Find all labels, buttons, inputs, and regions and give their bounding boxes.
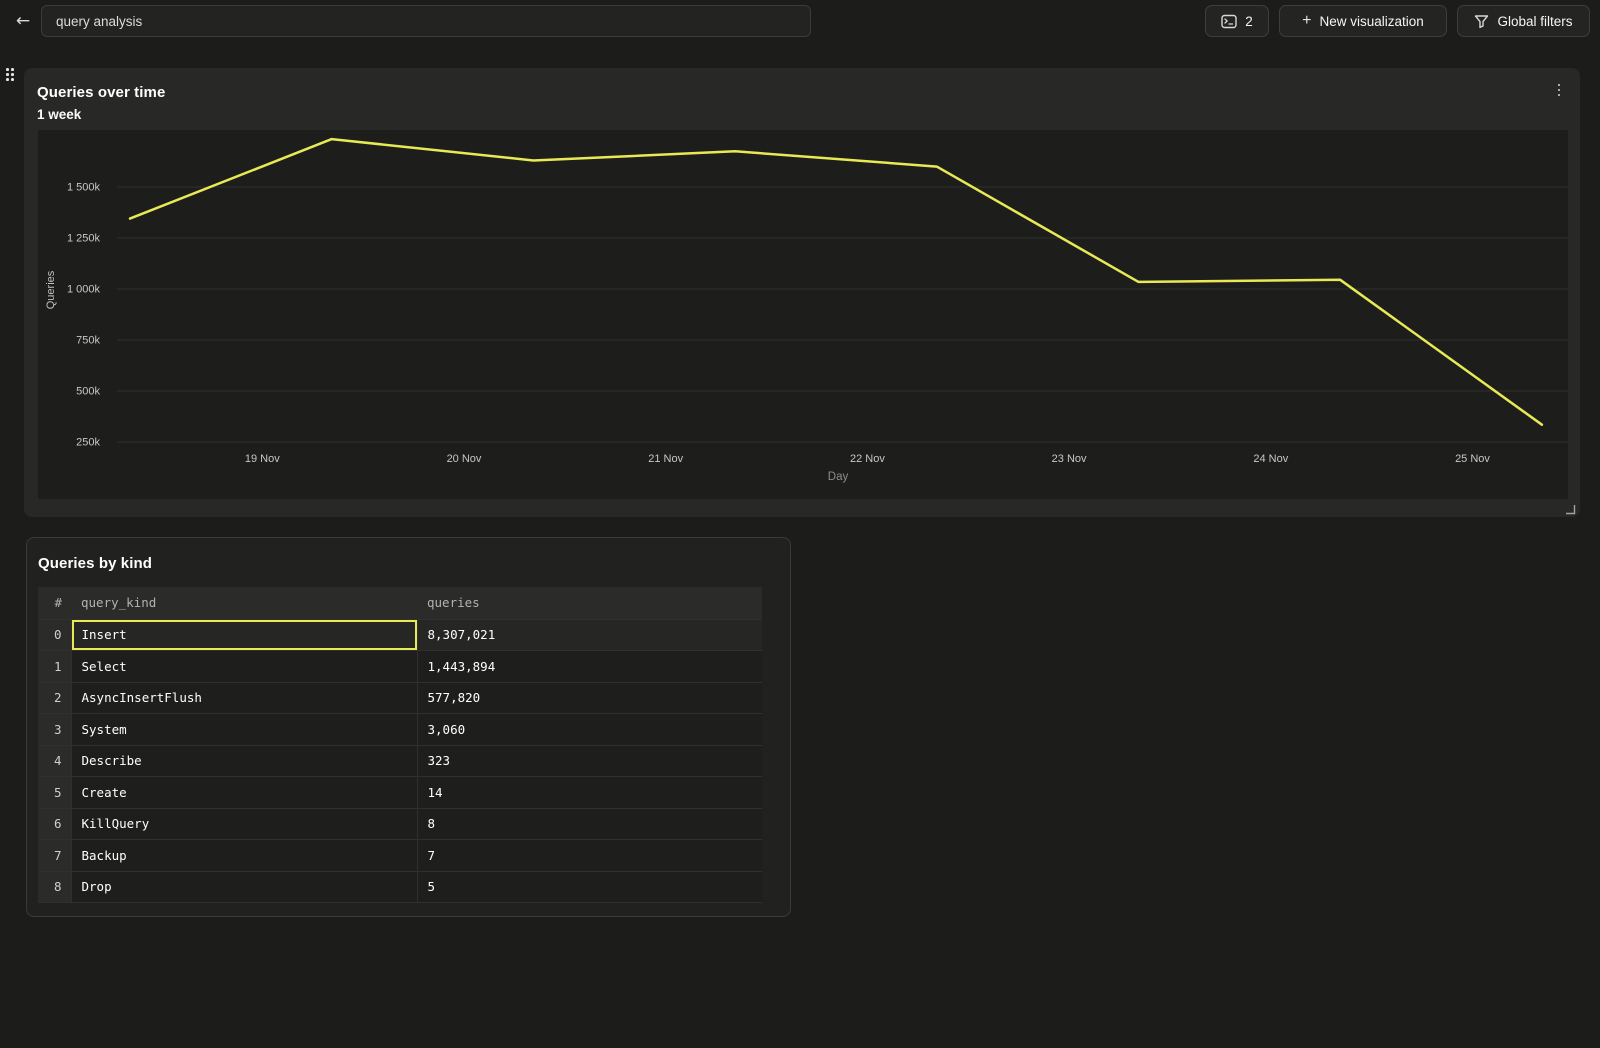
panel-resize-handle[interactable] [1564,502,1576,515]
queries-cell[interactable]: 14 [416,776,762,809]
kebab-icon [1557,83,1561,87]
query-kind-cell[interactable]: Describe [71,745,417,777]
global-filters-label: Global filters [1497,13,1573,29]
x-tick-label: 19 Nov [245,453,280,465]
back-arrow-icon: ← [15,11,31,31]
row-index-cell[interactable]: 5 [38,776,72,809]
queries-cell[interactable]: 7 [416,839,762,872]
table-row: 0 Insert 8,307,021 [38,619,762,651]
pages-count: 2 [1245,13,1253,29]
panel-drag-handle[interactable] [6,68,14,81]
row-index-cell[interactable]: 3 [38,713,72,746]
row-index-cell[interactable]: 1 [38,650,72,683]
chart-panel: Queries over time 1 week 1 500k 1 250k 1 0… [24,68,1580,517]
y-axis-title: Queries [45,270,57,309]
x-tick-label: 21 Nov [648,453,683,465]
row-index-cell[interactable]: 8 [38,871,72,903]
query-kind-cell[interactable]: AsyncInsertFlush [71,682,417,714]
queries-cell[interactable]: 577,820 [416,682,762,714]
queries-line-chart: 1 500k 1 250k 1 000k 750k 500k 250k 19 Nov 20 N… [45,137,1568,483]
header-query-kind: query_kind [71,587,417,620]
queries-series-line [128,137,1544,426]
new-visualization-button[interactable]: + New visualization [1279,5,1447,37]
queries-cell[interactable]: 1,443,894 [416,650,762,683]
queries-cell[interactable]: 8,307,021 [416,619,762,651]
y-tick-label: 250k [76,437,100,449]
back-button[interactable]: ← [10,7,36,35]
table-row: 8 Drop 5 [38,871,762,903]
new-visualization-label: New visualization [1319,13,1424,29]
plus-icon: + [1302,11,1312,29]
query-kind-cell[interactable]: System [71,713,417,746]
table-header-row: # query_kind queries [38,587,762,620]
x-axis-title: Day [828,471,849,483]
queries-cell[interactable]: 3,060 [416,713,762,746]
table-row: 4 Describe 323 [38,745,762,777]
chart-menu-button[interactable] [1550,80,1568,100]
queries-by-kind-table: # query_kind queries 0 Insert 8,307,021 1 Se… [38,587,762,903]
row-index-cell[interactable]: 7 [38,839,72,872]
y-tick-label: 1 250k [67,233,101,245]
table-row: 5 Create 14 [38,776,762,809]
row-index-cell[interactable]: 0 [38,619,72,651]
table-row: 2 AsyncInsertFlush 577,820 [38,682,762,714]
table-row: 6 KillQuery 8 [38,808,762,840]
global-filters-button[interactable]: Global filters [1457,5,1590,37]
y-tick-label: 500k [76,386,100,398]
x-tick-label: 22 Nov [850,453,885,465]
x-tick-label: 23 Nov [1052,453,1087,465]
query-kind-cell[interactable]: Insert [71,619,417,651]
pages-button[interactable]: 2 [1205,5,1269,37]
table-panel: Queries by kind # query_kind queries 0 In… [26,537,791,917]
dashboard-title-input[interactable] [41,5,811,37]
queries-cell[interactable]: 323 [416,745,762,777]
row-index-cell[interactable]: 6 [38,808,72,840]
query-kind-cell[interactable]: Select [71,650,417,683]
query-kind-cell[interactable]: Create [71,776,417,809]
y-tick-label: 1 500k [67,182,101,194]
query-kind-cell[interactable]: Drop [71,871,417,903]
table-row: 1 Select 1,443,894 [38,650,762,683]
table-title: Queries by kind [38,555,153,572]
table-row: 7 Backup 7 [38,839,762,872]
row-index-cell[interactable]: 2 [38,682,72,714]
console-window-icon [1221,14,1237,28]
query-kind-cell[interactable]: Backup [71,839,417,872]
x-tick-label: 20 Nov [447,453,482,465]
header-queries: queries [417,587,762,620]
queries-cell[interactable]: 5 [416,871,762,903]
y-tick-label: 1 000k [67,284,101,296]
y-tick-label: 750k [76,335,100,347]
table-row: 3 System 3,060 [38,713,762,746]
chart-subtitle: 1 week [37,107,82,122]
queries-cell[interactable]: 8 [416,808,762,840]
funnel-icon [1475,14,1489,28]
header-index: # [38,587,71,620]
chart-canvas: 1 500k 1 250k 1 000k 750k 500k 250k 19 Nov 20 N… [38,130,1568,499]
chart-title: Queries over time [37,84,166,101]
x-tick-label: 25 Nov [1455,453,1490,465]
query-kind-cell[interactable]: KillQuery [71,808,417,840]
resize-corner-icon [1566,505,1576,515]
x-tick-label: 24 Nov [1253,453,1288,465]
row-index-cell[interactable]: 4 [38,745,72,777]
